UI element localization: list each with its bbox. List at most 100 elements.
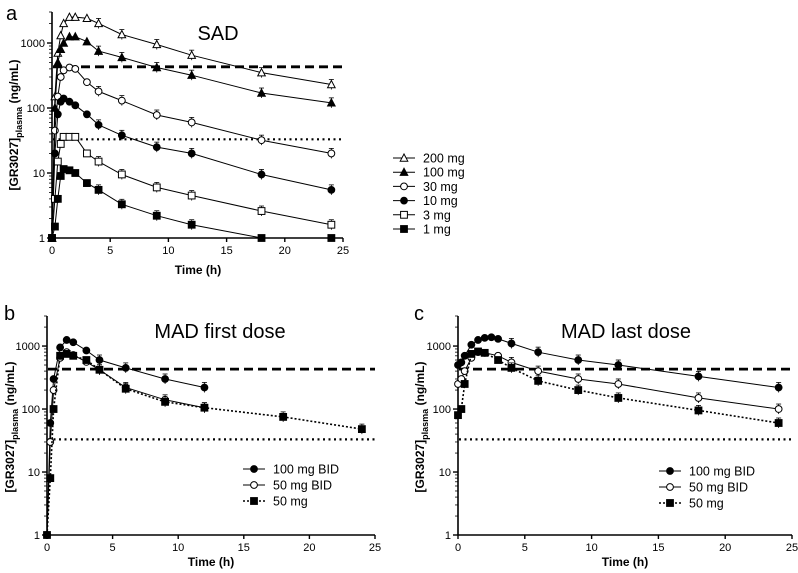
x-tick-label: 0 bbox=[44, 542, 50, 554]
legend-marker bbox=[400, 182, 408, 191]
data-point bbox=[82, 356, 91, 364]
series-line bbox=[46, 351, 205, 536]
data-point bbox=[614, 380, 623, 388]
y-tick-label: 1 bbox=[34, 530, 40, 542]
y-tick-label: 100 bbox=[22, 404, 40, 416]
data-point bbox=[474, 347, 482, 356]
legend-marker bbox=[399, 167, 409, 176]
data-point bbox=[117, 170, 126, 179]
x-tick-label: 5 bbox=[107, 245, 113, 257]
x-tick-label: 5 bbox=[522, 542, 528, 554]
data-point bbox=[187, 70, 197, 79]
legend-label: 50 mg bbox=[273, 495, 308, 509]
data-point bbox=[257, 234, 266, 242]
data-point bbox=[117, 200, 126, 209]
data-point bbox=[774, 383, 783, 392]
data-point bbox=[774, 419, 783, 427]
data-point bbox=[82, 36, 92, 46]
y-axis-label-unit: (ng/mL) bbox=[413, 361, 427, 408]
data-point bbox=[46, 474, 55, 483]
legend-label: 10 mg bbox=[423, 194, 458, 208]
data-point bbox=[83, 110, 91, 119]
chart-title: SAD bbox=[197, 23, 238, 45]
series-1-mg bbox=[48, 165, 336, 242]
y-tick-label: 10 bbox=[33, 168, 45, 180]
data-point bbox=[327, 220, 336, 229]
data-point bbox=[200, 403, 209, 412]
x-tick-label: 10 bbox=[585, 542, 597, 554]
data-point bbox=[71, 101, 80, 110]
y-tick-label: 100 bbox=[433, 404, 451, 416]
data-point bbox=[62, 350, 71, 358]
data-point bbox=[117, 52, 127, 62]
data-point bbox=[56, 30, 66, 40]
data-point bbox=[187, 220, 196, 229]
chart-title: MAD first dose bbox=[154, 321, 285, 343]
series-50-mg bbox=[43, 350, 366, 539]
data-point bbox=[200, 383, 209, 392]
legend-marker bbox=[666, 499, 674, 507]
data-point bbox=[507, 363, 516, 372]
panel-label: c bbox=[414, 303, 424, 325]
data-point bbox=[694, 394, 703, 402]
y-tick-label: 10 bbox=[439, 467, 451, 479]
legend-label: 3 mg bbox=[423, 208, 451, 222]
legend-label: 50 mg BID bbox=[273, 479, 332, 493]
legend-marker bbox=[400, 196, 408, 205]
data-point bbox=[460, 380, 469, 388]
y-axis-label-sub: plasma bbox=[10, 408, 20, 440]
data-point bbox=[357, 425, 366, 434]
data-point bbox=[94, 185, 103, 194]
series-3-mg bbox=[48, 132, 336, 242]
data-point bbox=[117, 96, 126, 105]
data-point bbox=[467, 340, 476, 349]
data-point bbox=[534, 348, 543, 357]
legend-label: 30 mg bbox=[423, 180, 458, 194]
legend-marker bbox=[400, 210, 408, 219]
y-tick-label: 1000 bbox=[21, 38, 45, 50]
x-tick-label: 15 bbox=[238, 542, 250, 554]
x-tick-label: 20 bbox=[303, 542, 315, 554]
data-point bbox=[56, 172, 65, 180]
x-tick-label: 0 bbox=[49, 245, 55, 257]
data-point bbox=[326, 97, 336, 107]
x-tick-label: 25 bbox=[786, 542, 798, 554]
series-100-mg-bid bbox=[43, 336, 209, 539]
data-point bbox=[70, 31, 80, 41]
panel-label: a bbox=[6, 3, 18, 25]
data-point bbox=[534, 367, 543, 376]
data-point bbox=[59, 94, 68, 103]
panel-label: b bbox=[4, 303, 15, 325]
series-50-mg-bid bbox=[43, 348, 209, 539]
data-point bbox=[187, 50, 197, 59]
legend-label: 50 mg BID bbox=[689, 481, 748, 495]
data-point bbox=[59, 18, 69, 28]
y-axis-label-main: [GR3027] bbox=[413, 440, 427, 493]
data-point bbox=[152, 143, 161, 152]
data-point bbox=[121, 384, 130, 393]
data-point bbox=[64, 12, 75, 21]
series-line bbox=[46, 353, 363, 536]
legend-marker bbox=[250, 465, 258, 473]
x-tick-label: 5 bbox=[110, 542, 116, 554]
chart-title: MAD last dose bbox=[561, 321, 691, 343]
data-point bbox=[56, 44, 66, 54]
data-point bbox=[49, 405, 58, 413]
data-point bbox=[279, 413, 288, 421]
data-point bbox=[152, 39, 162, 49]
x-tick-label: 10 bbox=[162, 245, 174, 257]
legend-label: 1 mg bbox=[423, 223, 451, 237]
data-point bbox=[257, 136, 266, 145]
chart-panel-c: c MAD last dose 0 5 10 15 20 25 1 10 100 1000 Time (… bbox=[413, 303, 798, 569]
legend-label: 200 mg bbox=[423, 152, 465, 166]
y-axis-label: [GR3027]plasma (ng/mL) bbox=[7, 59, 24, 190]
data-point bbox=[534, 376, 543, 385]
data-point bbox=[56, 351, 65, 360]
data-point bbox=[460, 351, 469, 360]
data-point bbox=[69, 338, 78, 347]
data-point bbox=[574, 375, 583, 383]
data-point bbox=[457, 358, 466, 367]
data-point bbox=[53, 57, 63, 67]
data-point bbox=[467, 350, 476, 358]
